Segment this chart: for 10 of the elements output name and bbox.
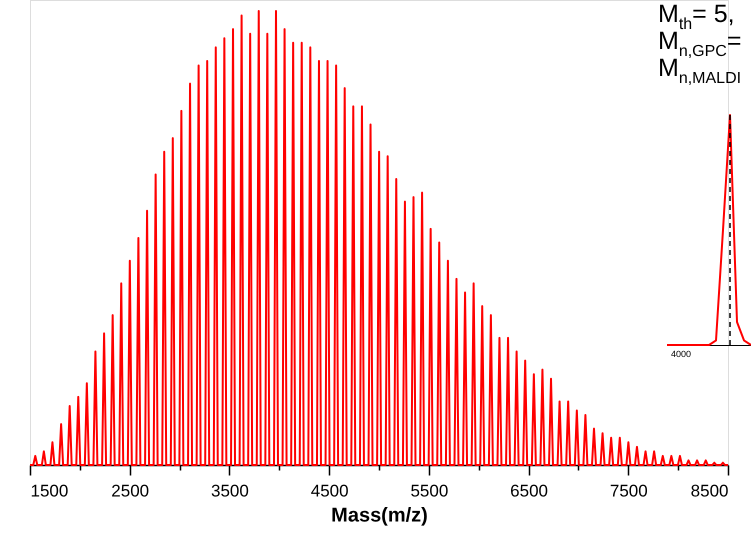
x-tick-label: 5500 [410,482,448,500]
x-tick-label: 2500 [111,482,150,500]
x-axis-title: Mass(m/z) [331,504,428,526]
x-tick-label: 4500 [310,482,349,500]
x-tick-label: 6500 [510,482,548,500]
annotation: 4000 [670,349,692,359]
x-tick-label: 7500 [610,482,648,500]
x-tick-label: 8500 [690,482,728,500]
x-tick-label: 3500 [211,482,249,500]
x-tick-label: 1500 [30,482,68,500]
